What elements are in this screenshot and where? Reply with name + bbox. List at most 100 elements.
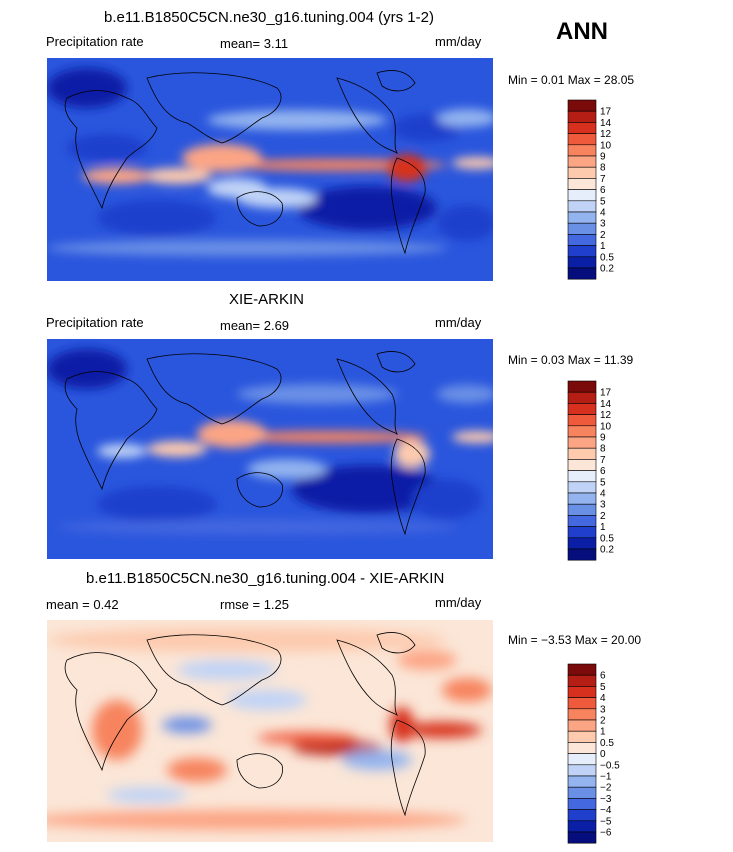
- colorbar-box: [567, 492, 597, 505]
- colorbar-tick-label: 5: [600, 477, 606, 488]
- colorbar-tick-label: 7: [600, 174, 606, 185]
- colorbar-box: [567, 403, 597, 415]
- colorbar-box: [567, 719, 597, 732]
- colorbar-box: [567, 742, 597, 754]
- colorbar-tick-label: −6: [600, 828, 612, 839]
- colorbar-tick-label: 0: [600, 749, 606, 760]
- panel3-units: mm/day: [435, 595, 482, 610]
- colorbar-tick-label: 6: [600, 671, 606, 682]
- colorbar-box: [567, 178, 597, 190]
- colorbar-tick-label: 17: [600, 388, 612, 399]
- colorbar-tick-label: 6: [600, 185, 606, 196]
- colorbar-box: [567, 686, 597, 698]
- colorbar-box: [567, 831, 597, 844]
- colorbar-tick-label: 1: [600, 727, 606, 738]
- panel1-left-label: Precipitation rate: [46, 34, 144, 49]
- colorbar-box: [567, 526, 597, 539]
- colorbar-box: [567, 414, 597, 427]
- colorbar-tick-label: 0.2: [600, 545, 614, 556]
- panel3-mean-label: mean = 0.42: [46, 597, 119, 612]
- season-label: ANN: [556, 18, 608, 45]
- colorbar-box: [567, 99, 597, 112]
- colorbar-box: [567, 133, 597, 146]
- colorbar-tick-label: −4: [600, 805, 612, 816]
- colorbar-tick-label: −0.5: [600, 760, 620, 771]
- colorbar-box: [567, 674, 597, 687]
- colorbar-box: [567, 548, 597, 561]
- colorbar-box: [567, 391, 597, 404]
- panel1-colorbar-boxes: [567, 99, 597, 280]
- colorbar-tick-label: 12: [600, 129, 612, 140]
- colorbar-tick-label: 4: [600, 693, 606, 704]
- colorbar-box: [567, 663, 597, 676]
- colorbar-tick-label: 4: [600, 489, 606, 500]
- colorbar-box: [567, 166, 597, 179]
- colorbar-tick-label: −5: [600, 816, 612, 827]
- colorbar-tick-label: 3: [600, 704, 606, 715]
- panel1-field: [47, 68, 493, 256]
- colorbar-tick-label: 5: [600, 196, 606, 207]
- colorbar-box: [567, 189, 597, 202]
- colorbar-box: [567, 200, 597, 213]
- colorbar-box: [567, 708, 597, 721]
- colorbar-tick-label: 6: [600, 466, 606, 477]
- colorbar-box: [567, 234, 597, 246]
- colorbar-tick-label: 8: [600, 163, 606, 174]
- colorbar-tick-label: 14: [600, 399, 612, 410]
- colorbar-box: [567, 775, 597, 788]
- colorbar-box: [567, 537, 597, 550]
- colorbar-box: [567, 425, 597, 438]
- colorbar-box: [567, 809, 597, 822]
- colorbar-box: [567, 447, 597, 460]
- colorbar-box: [567, 786, 597, 799]
- panel3-title: b.e11.B1850C5CN.ne30_g16.tuning.004 - XI…: [86, 570, 445, 587]
- colorbar-tick-label: 0.5: [600, 252, 614, 263]
- colorbar-tick-label: 9: [600, 152, 606, 163]
- panel2-title: XIE-ARKIN: [229, 291, 305, 308]
- colorbar-box: [567, 144, 597, 157]
- colorbar-tick-label: 12: [600, 410, 612, 421]
- colorbar-tick-label: 0.5: [600, 738, 614, 749]
- colorbar-box: [567, 436, 597, 449]
- colorbar-tick-label: 0.2: [600, 264, 614, 275]
- colorbar-tick-label: 10: [600, 140, 612, 151]
- panel3-map: [47, 620, 493, 842]
- panel2-mean-label: mean= 2.69: [220, 318, 290, 333]
- panel1-coastlines: [64, 70, 426, 255]
- colorbar-tick-label: 2: [600, 230, 606, 241]
- panel3-colorbar-boxes: [567, 663, 597, 844]
- panel1-title: b.e11.B1850C5CN.ne30_g16.tuning.004 (yrs…: [104, 9, 434, 26]
- colorbar-tick-label: 2: [600, 511, 606, 522]
- colorbar-box: [567, 764, 597, 777]
- panel1-min-max: Min = 0.01 Max = 28.05: [508, 73, 635, 87]
- panel1-mean-label: mean= 3.11: [220, 36, 289, 51]
- colorbar-box: [567, 730, 597, 743]
- panel3-rmse-label: rmse = 1.25: [220, 597, 290, 612]
- panel2-map: [47, 339, 493, 559]
- colorbar-tick-label: 1: [600, 522, 606, 533]
- colorbar-box: [567, 267, 597, 280]
- panel3-coastlines: [64, 632, 426, 817]
- colorbar-box: [567, 820, 597, 833]
- colorbar-box: [567, 211, 597, 224]
- panel2-colorbar-boxes: [567, 380, 597, 561]
- panel1-map: [47, 58, 493, 281]
- colorbar-box: [567, 222, 597, 235]
- colorbar-box: [567, 245, 597, 258]
- panel1-units: mm/day: [435, 34, 482, 49]
- colorbar-tick-label: −1: [600, 772, 612, 783]
- colorbar-tick-label: 4: [600, 208, 606, 219]
- colorbar-box: [567, 110, 597, 123]
- panel2-coastlines: [64, 351, 426, 536]
- colorbar-tick-label: 2: [600, 716, 606, 727]
- colorbar-tick-label: −3: [600, 794, 612, 805]
- colorbar-box: [567, 155, 597, 168]
- colorbar-box: [567, 380, 597, 393]
- colorbar-box: [567, 697, 597, 710]
- colorbar-box: [567, 481, 597, 494]
- colorbar-tick-label: −2: [600, 783, 612, 794]
- colorbar-tick-label: 3: [600, 219, 606, 230]
